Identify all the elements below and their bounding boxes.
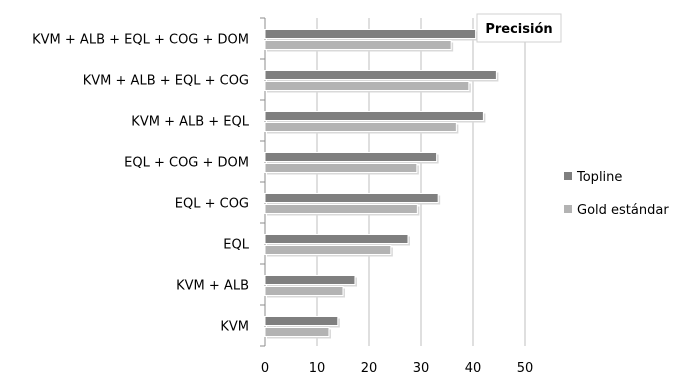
legend-swatch <box>564 172 572 180</box>
bars-group <box>264 29 499 339</box>
bar-gold-standard <box>264 327 330 337</box>
bar-topline <box>264 111 484 121</box>
legend: Topline Gold estándar <box>564 170 669 218</box>
category-labels: KVM + ALB + EQL + COG + DOM KVM + ALB + E… <box>32 33 250 335</box>
legend-swatch <box>564 205 572 213</box>
bar-gold-standard <box>264 40 452 50</box>
chart-title-box <box>476 13 562 43</box>
chart-title-group: Precisión <box>476 13 562 43</box>
bar-gold-standard <box>264 245 392 255</box>
x-tick-labels: 0 10 20 30 40 50 <box>261 361 533 376</box>
category-label: EQL + COG <box>175 197 249 212</box>
bar-topline <box>264 152 438 162</box>
bar-topline <box>264 193 439 203</box>
x-tick-label: 40 <box>465 361 482 376</box>
x-tick-label: 0 <box>261 361 269 376</box>
x-tick-label: 50 <box>517 361 534 376</box>
x-tick-label: 10 <box>309 361 326 376</box>
category-label: KVM + ALB + EQL + COG + DOM <box>32 33 249 48</box>
x-tick-label: 30 <box>413 361 430 376</box>
legend-label: Gold estándar <box>577 203 669 218</box>
bar-topline <box>264 29 477 39</box>
bar-topline <box>264 234 409 244</box>
bar-topline <box>264 316 339 326</box>
category-label: EQL + COG + DOM <box>124 156 249 171</box>
category-label: KVM + ALB + EQL <box>131 115 249 130</box>
bar-topline <box>264 70 497 80</box>
category-label: KVM + ALB <box>176 279 249 294</box>
bar-gold-standard <box>264 163 418 173</box>
bar-topline <box>264 275 356 285</box>
bar-gold-standard <box>264 122 457 132</box>
legend-label: Topline <box>576 170 622 185</box>
category-label: KVM + ALB + EQL + COG <box>83 74 249 89</box>
chart-title: Precisión <box>485 22 552 37</box>
bar-gold-standard <box>264 81 470 91</box>
bar-gold-standard <box>264 286 344 296</box>
category-label: EQL <box>223 238 249 253</box>
x-tick-label: 20 <box>361 361 378 376</box>
category-label: KVM <box>220 320 249 335</box>
bar-gold-standard <box>264 204 418 214</box>
